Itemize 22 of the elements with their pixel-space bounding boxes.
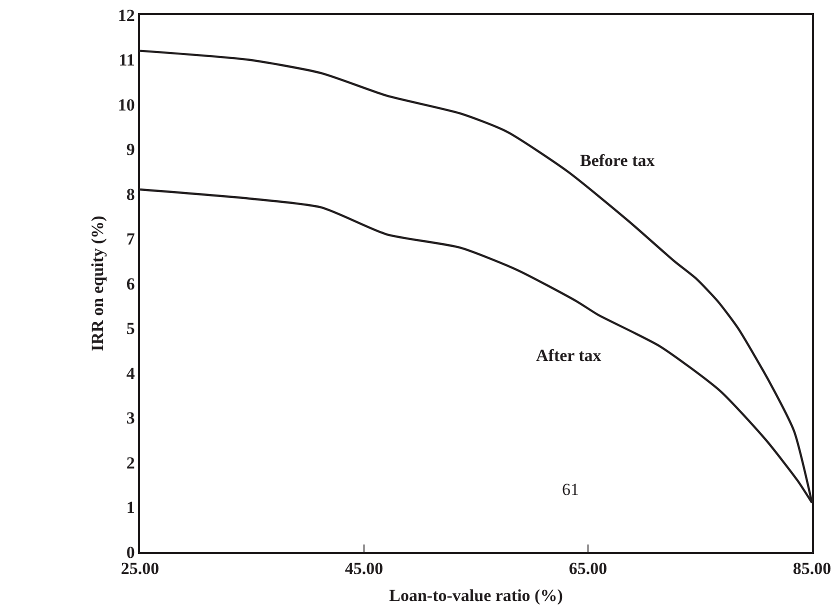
y-tick-label: 2	[126, 453, 135, 472]
y-tick-label: 8	[126, 184, 135, 204]
y-tick-label: 4	[126, 364, 136, 383]
y-axis-title: IRR on equity (%)	[88, 216, 107, 352]
y-tick-label: 11	[118, 50, 135, 70]
x-tick-label: 25.00	[120, 559, 160, 578]
y-tick-label: 3	[126, 408, 135, 428]
y-tick-label: 12	[118, 6, 135, 25]
y-tick-label: 6	[126, 274, 135, 294]
x-tick-label: 65.00	[568, 559, 608, 578]
y-tick-label: 9	[126, 140, 135, 160]
y-tick-label: 7	[126, 230, 136, 249]
y-tick-label: 5	[126, 319, 135, 338]
series-label: Before tax	[580, 151, 656, 170]
y-tick-label: 10	[118, 95, 135, 114]
annotation: 61	[562, 480, 579, 499]
x-tick-label: 85.00	[792, 559, 832, 578]
y-tick-label: 1	[126, 498, 135, 518]
x-axis-title: Loan-to-value ratio (%)	[389, 586, 563, 606]
x-tick-label: 45.00	[344, 559, 384, 578]
series-label: After tax	[536, 346, 602, 365]
y-tick-label: 0	[126, 542, 135, 562]
